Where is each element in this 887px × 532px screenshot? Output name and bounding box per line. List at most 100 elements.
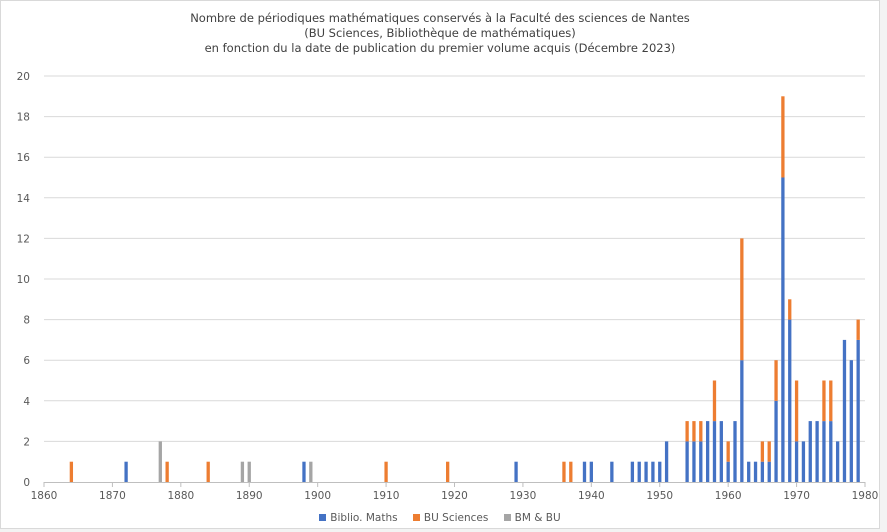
legend-label-biblio: Biblio. Maths — [330, 512, 398, 524]
bar-segment — [712, 421, 717, 482]
bar-segment — [685, 421, 689, 442]
bar-segment — [685, 441, 689, 482]
y-tick-label: 4 — [23, 396, 30, 408]
bar-segment — [788, 299, 792, 320]
x-tick-label: 1880 — [167, 490, 194, 502]
bar-segment — [747, 461, 751, 482]
y-tick-label: 2 — [23, 436, 30, 448]
bar-segment — [740, 360, 744, 482]
y-axis-ticks: 0 2 4 6 8 10 12 14 16 18 20 — [17, 71, 31, 489]
bar-segment — [589, 461, 593, 482]
bar-segment — [774, 400, 778, 482]
bar-segment — [774, 360, 778, 401]
y-tick-label: 16 — [17, 152, 31, 164]
bar-segment — [842, 339, 847, 482]
bar-segment — [733, 421, 737, 482]
bar-segment — [658, 461, 662, 482]
legend-swatch-bu — [412, 514, 420, 521]
x-tick-label: 1920 — [441, 490, 468, 502]
bar-segment — [569, 461, 573, 482]
bar-segment — [514, 461, 518, 482]
chart-title: Nombre de périodiques mathématiques cons… — [0, 11, 880, 56]
bar-segment — [801, 441, 806, 482]
bar-segment — [781, 96, 785, 178]
bar-segment — [753, 461, 758, 482]
y-tick-label: 18 — [17, 112, 30, 124]
bar-segment — [302, 461, 306, 482]
bar-segment — [247, 461, 251, 482]
bar-segment — [206, 461, 210, 482]
bar-segment — [644, 461, 648, 482]
bar-segment — [822, 380, 826, 422]
bar-segment — [760, 461, 765, 482]
bar-segment — [699, 421, 703, 442]
bar-segment — [692, 441, 696, 482]
bar-segment — [726, 461, 730, 482]
bar-segment — [651, 461, 655, 482]
bar-segment — [794, 380, 799, 442]
bar-segment — [699, 441, 703, 482]
x-tick-label: 1940 — [578, 490, 605, 502]
x-tick-label: 1870 — [99, 490, 126, 502]
y-tick-label: 10 — [17, 274, 30, 286]
bar-segment — [582, 461, 587, 482]
bar-segment — [309, 461, 313, 482]
bar-segment — [767, 441, 771, 462]
bar-segment — [808, 421, 812, 482]
bar-segment — [705, 421, 710, 482]
y-tick-label: 6 — [23, 355, 30, 367]
bar-segment — [829, 380, 833, 422]
bar-segment — [835, 441, 840, 482]
bar-segment — [384, 461, 388, 482]
bar-segment — [664, 441, 669, 482]
bar-segment — [767, 461, 771, 482]
y-tick-label: 8 — [23, 315, 30, 327]
bar-segment — [829, 421, 833, 482]
legend-swatch-bmbu — [503, 514, 511, 521]
bar-segment — [760, 441, 765, 462]
legend-item-bu: BU Sciences — [412, 512, 489, 524]
bar-segment — [446, 461, 450, 482]
bar-segment — [822, 421, 826, 482]
bar-segment — [610, 461, 614, 482]
bar-segment — [794, 441, 799, 482]
bars — [69, 96, 860, 482]
bar-segment — [240, 461, 245, 482]
x-tick-label: 1950 — [646, 490, 673, 502]
legend-label-bu: BU Sciences — [423, 512, 489, 524]
legend-item-biblio: Biblio. Maths — [319, 512, 398, 524]
bar-segment — [124, 461, 128, 482]
bar-segment — [856, 319, 860, 340]
bar-segment — [165, 461, 169, 482]
x-tick-label: 1980 — [852, 490, 879, 502]
bar-segment — [719, 421, 723, 482]
bar-segment — [69, 461, 74, 482]
bar-segment — [815, 421, 819, 482]
x-tick-label: 1890 — [236, 490, 263, 502]
legend: Biblio. Maths BU Sciences BM & BU — [0, 512, 880, 524]
bar-segment — [158, 441, 162, 482]
x-tick-label: 1960 — [715, 490, 742, 502]
legend-label-bmbu: BM & BU — [514, 512, 561, 524]
x-tick-label: 1900 — [304, 490, 331, 502]
bar-segment — [726, 441, 730, 462]
legend-item-bmbu: BM & BU — [503, 512, 561, 524]
bar-segment — [849, 360, 853, 482]
bar-segment — [740, 238, 744, 361]
y-tick-label: 20 — [17, 71, 30, 83]
x-axis: 1860 1870 1880 1890 1900 1910 1920 1930 1940 1950… — [31, 482, 879, 502]
chart-title-line-2: (BU Sciences, Bibliothèque de mathématiq… — [304, 26, 576, 40]
bar-segment — [712, 380, 717, 422]
bar-segment — [781, 177, 785, 482]
x-tick-label: 1970 — [783, 490, 810, 502]
y-tick-label: 0 — [23, 477, 30, 489]
bar-segment — [637, 461, 641, 482]
bar-segment — [562, 461, 566, 482]
x-tick-label: 1910 — [373, 490, 400, 502]
bar-segment — [788, 319, 792, 482]
chart-title-line-1: Nombre de périodiques mathématiques cons… — [190, 11, 690, 25]
legend-swatch-biblio — [319, 514, 327, 521]
bar-segment — [692, 421, 696, 442]
